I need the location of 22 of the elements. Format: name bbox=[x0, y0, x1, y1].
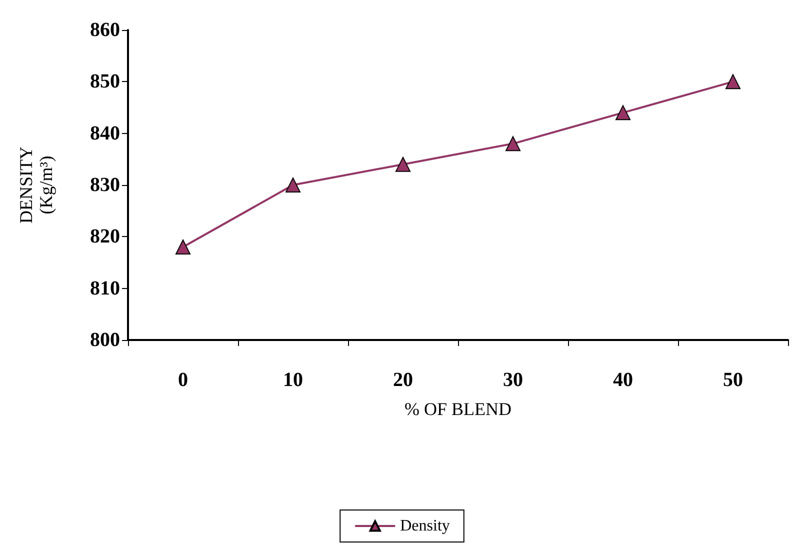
y-tick-label: 800 bbox=[90, 329, 120, 351]
y-tick-label: 850 bbox=[90, 70, 120, 93]
y-tick-label: 810 bbox=[90, 277, 120, 300]
y-tick-label: 860 bbox=[90, 19, 120, 41]
point bbox=[726, 74, 740, 90]
legend-label: Density bbox=[400, 518, 450, 534]
x-tick-label: 20 bbox=[393, 369, 413, 391]
y-tick-label: 840 bbox=[90, 122, 120, 144]
point bbox=[616, 105, 630, 120]
point bbox=[506, 136, 520, 152]
y-axis-title: DENSITY (Kg/m³) bbox=[16, 146, 56, 224]
y-tick-label: 820 bbox=[90, 226, 120, 248]
x-axis-title: % OF BLEND bbox=[404, 399, 512, 419]
x-tick-label: 30 bbox=[503, 369, 523, 391]
x-tick-label: 0 bbox=[178, 369, 188, 391]
x-tick-label: 50 bbox=[723, 369, 743, 391]
point bbox=[176, 240, 190, 254]
point bbox=[396, 156, 410, 172]
x-tick-label: 10 bbox=[283, 369, 303, 391]
x-tick-label: 40 bbox=[613, 369, 633, 391]
y-tick-label: 830 bbox=[90, 174, 120, 196]
point bbox=[286, 178, 300, 192]
